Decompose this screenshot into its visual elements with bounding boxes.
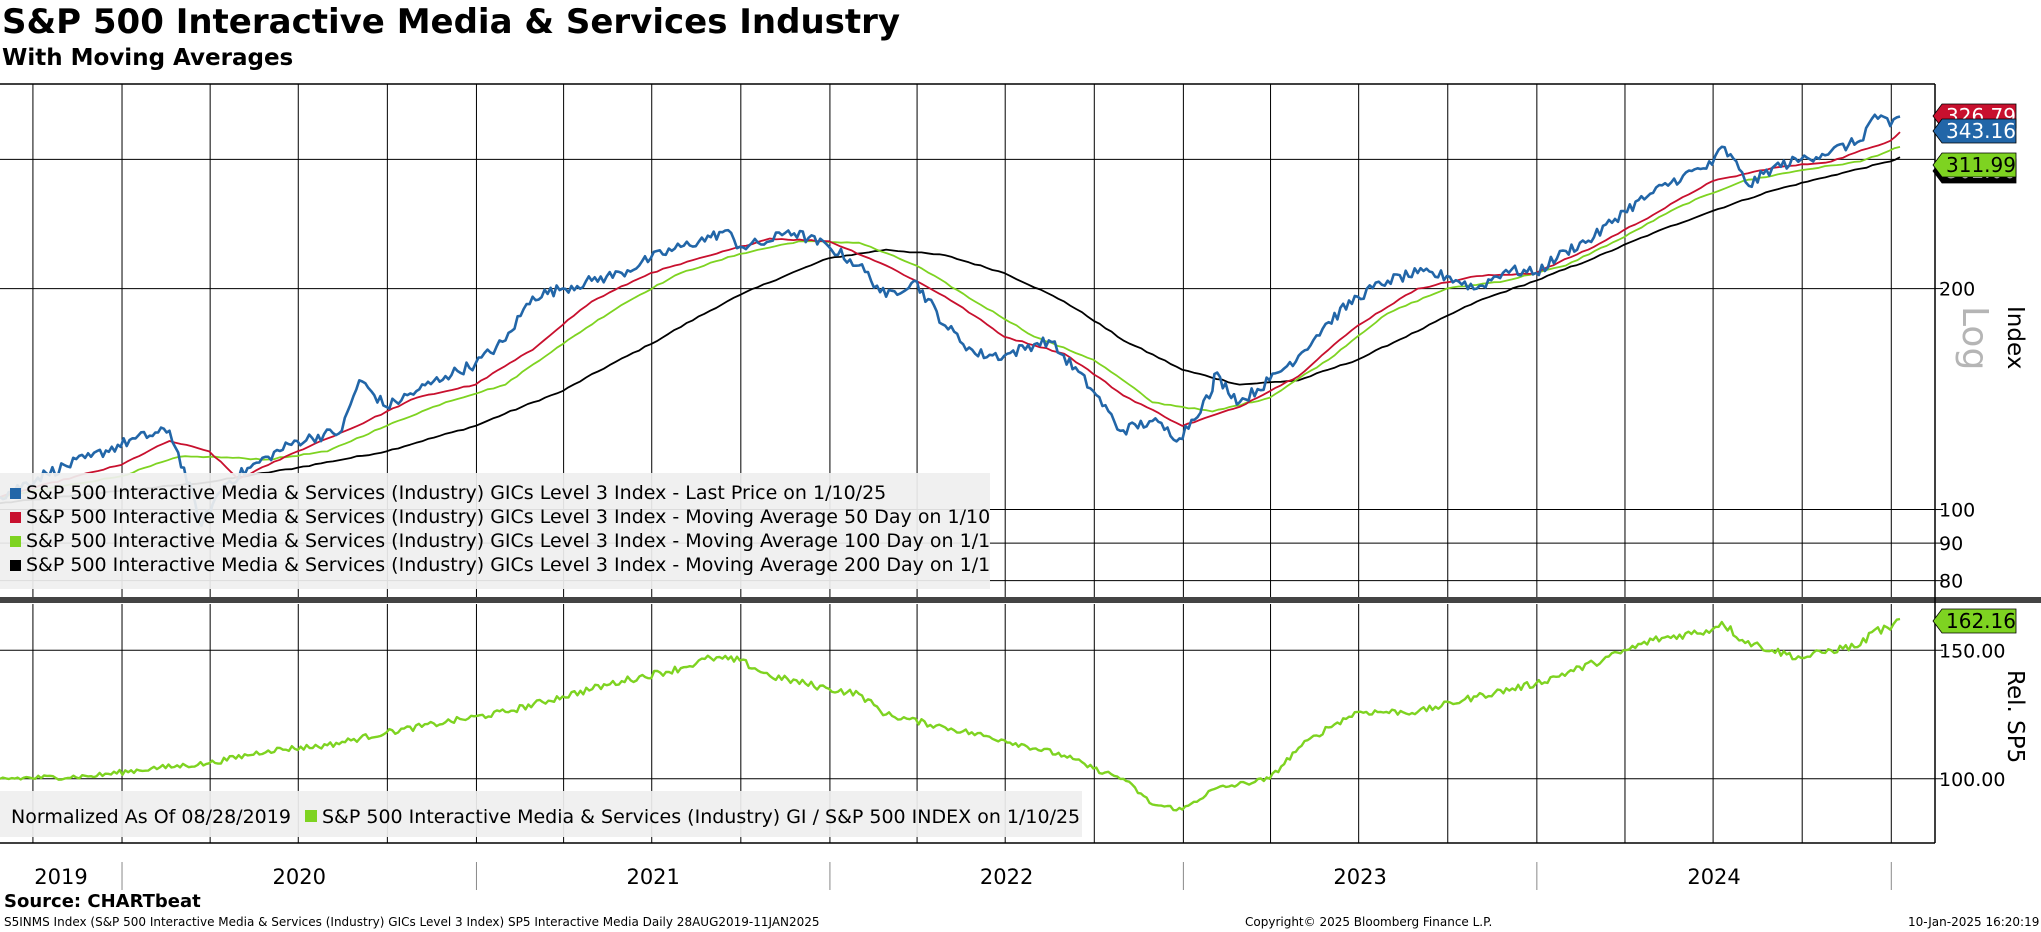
ma100-tag-text: 311.99 <box>1946 153 2016 177</box>
legend-swatch <box>10 488 21 499</box>
ma100-line <box>0 146 1901 498</box>
relative-tag-text: 162.16 <box>1946 609 2016 633</box>
ma100-tag-shape <box>1932 152 2017 178</box>
normalized-note: Normalized As Of 08/28/2019 <box>11 806 291 828</box>
relative-tag-shape <box>1932 608 2017 634</box>
footer-copyright: Copyright© 2025 Bloomberg Finance L.P. <box>1245 915 1493 929</box>
legend-item: S&P 500 Interactive Media & Services (In… <box>26 482 886 504</box>
legend-item: S&P 500 Interactive Media & Services (In… <box>26 506 990 528</box>
upper-series <box>0 113 1901 528</box>
y-tick-label: 100 <box>1939 500 1975 522</box>
legend-swatch <box>10 536 21 547</box>
x-tick-label: 2024 <box>1687 865 1740 889</box>
y-axis-title-upper: Index <box>2002 306 2028 369</box>
y-tick-label: 90 <box>1939 533 1963 555</box>
relative-line <box>0 617 1901 812</box>
y-tick-label: 100.00 <box>1939 769 2005 791</box>
ma100-tag: 311.99 <box>1932 152 2017 178</box>
x-tick-label: 2020 <box>273 865 326 889</box>
footer-timestamp: 10-Jan-2025 16:20:19 <box>1908 915 2040 929</box>
x-tick-label: 2021 <box>626 865 679 889</box>
upper-legend-box <box>0 473 990 589</box>
chart-subtitle: With Moving Averages <box>2 45 294 71</box>
footer-description: S5INMS Index (S&P 500 Interactive Media … <box>4 915 820 929</box>
legend-item: S&P 500 Interactive Media & Services (In… <box>26 530 990 552</box>
ma50-line <box>0 131 1901 498</box>
panel-separator <box>0 597 2041 603</box>
legend-item: S&P 500 Interactive Media & Services (In… <box>322 806 1080 828</box>
legend-swatch <box>10 560 21 571</box>
price-line <box>0 113 1901 528</box>
x-tick-label: 2019 <box>34 865 87 889</box>
price-tag-text: 343.16 <box>1946 119 2016 143</box>
legend-item: S&P 500 Interactive Media & Services (In… <box>26 554 990 576</box>
chart-title: S&P 500 Interactive Media & Services Ind… <box>2 2 901 42</box>
y-axis-title-lower: Rel. SP5 <box>2002 670 2028 763</box>
y-tick-label: 150.00 <box>1939 640 2005 662</box>
source-note: Source: CHARTbeat <box>4 891 201 912</box>
axes: 80 90 100 200 100.00 150.00 Index Log Rel. SP5 20… <box>34 279 2028 890</box>
x-tick-label: 2023 <box>1333 865 1386 889</box>
x-tick-label: 2022 <box>980 865 1033 889</box>
price-tag: 343.16 <box>1932 118 2017 144</box>
lower-series <box>0 617 1901 812</box>
y-tick-label: 200 <box>1939 279 1975 301</box>
legends: S&P 500 Interactive Media & Services (In… <box>0 473 1082 837</box>
legend-swatch <box>10 512 21 523</box>
lower-legend-box <box>0 791 1082 837</box>
relative-tag: 162.16 <box>1932 608 2017 634</box>
y-tick-label: 80 <box>1939 571 1963 593</box>
price-tag-shape <box>1932 118 2017 144</box>
legend-swatch <box>305 810 317 822</box>
log-scale-label: Log <box>1954 306 1995 370</box>
ma200-line <box>0 156 1901 505</box>
